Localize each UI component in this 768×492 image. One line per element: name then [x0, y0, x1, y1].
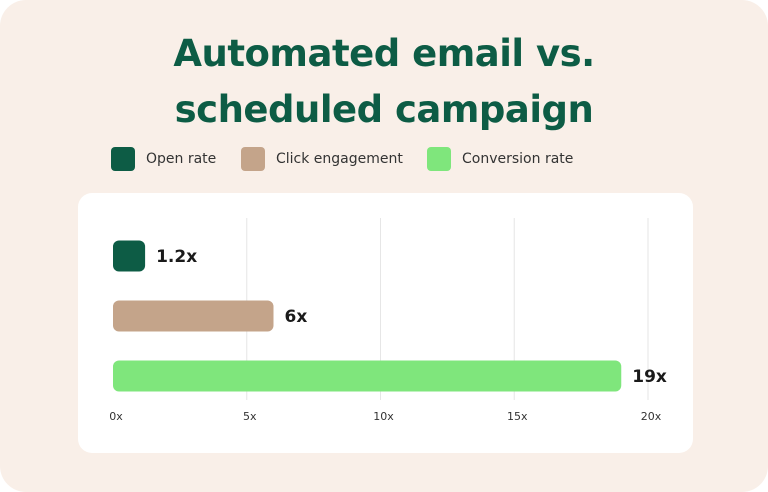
chart-title: Automated email vs. scheduled campaign [173, 32, 595, 131]
x-tick-label: 15x [507, 410, 528, 423]
x-tick-label: 0x [109, 410, 123, 423]
bar [113, 240, 146, 272]
x-tick-label: 5x [243, 410, 257, 423]
bar [113, 360, 622, 392]
legend-swatch [427, 147, 451, 171]
legend-label: Open rate [146, 151, 216, 167]
x-tick-label: 10x [373, 410, 394, 423]
x-tick-label: 20x [641, 410, 662, 423]
legend-swatch [241, 147, 265, 171]
value-label: 6x [285, 307, 308, 327]
legend-label: Click engagement [276, 151, 403, 167]
legend-swatch [111, 147, 135, 171]
bar [113, 300, 274, 332]
value-label: 19x [632, 367, 667, 387]
value-label: 1.2x [156, 247, 197, 267]
legend-label: Conversion rate [462, 151, 573, 167]
